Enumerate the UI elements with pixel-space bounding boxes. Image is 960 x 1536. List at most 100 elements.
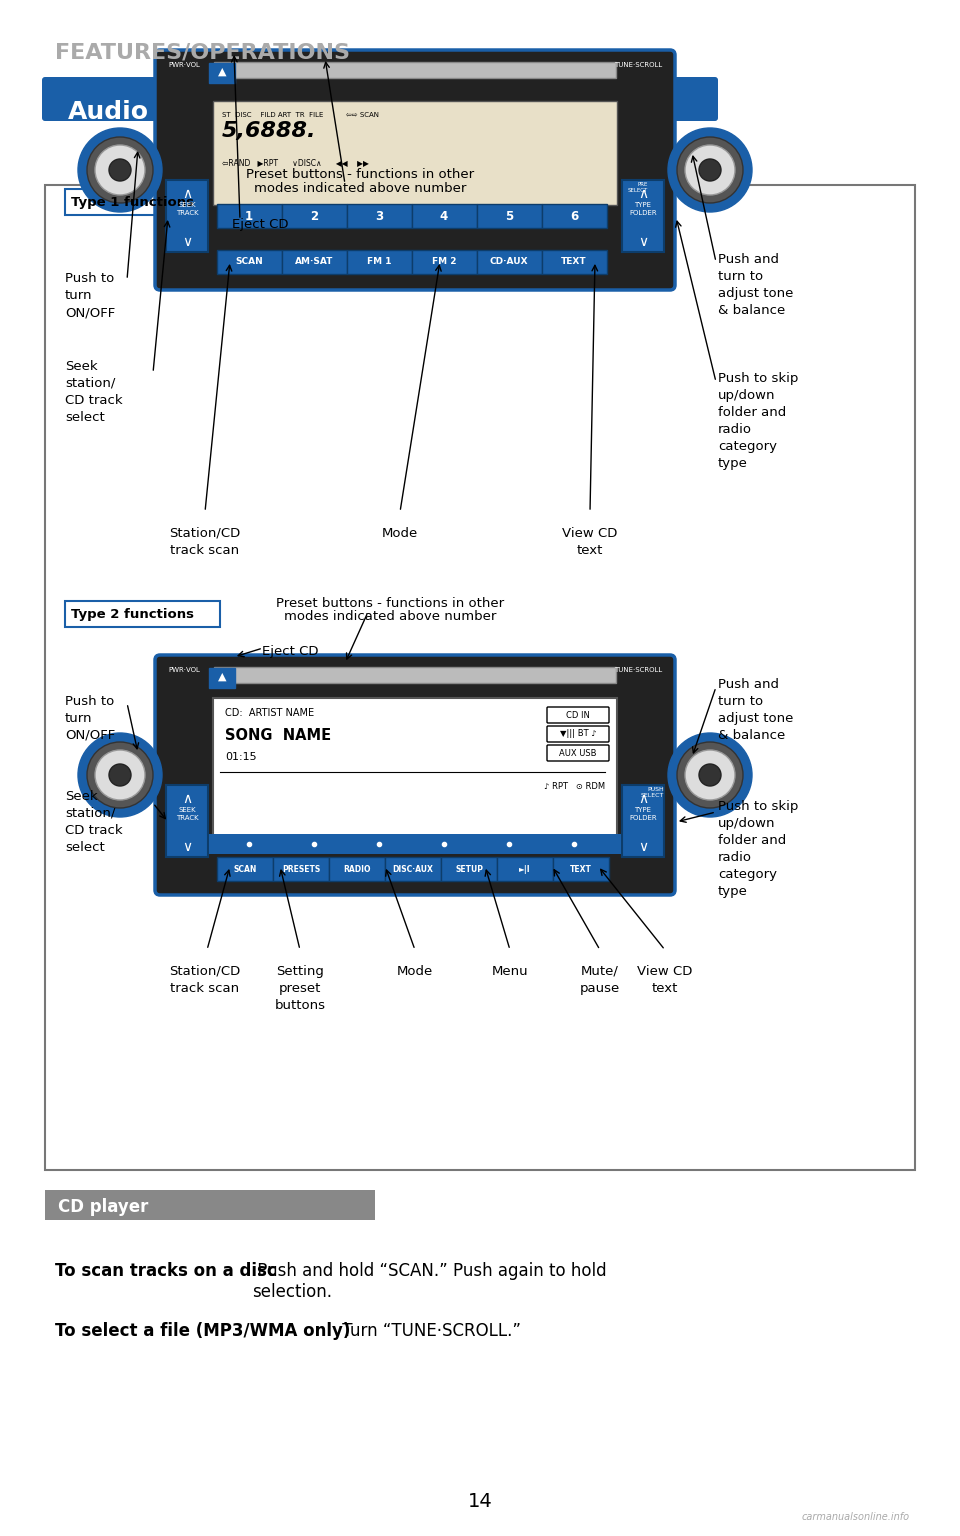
Text: AUX USB: AUX USB (560, 748, 597, 757)
Text: PWR·VOL: PWR·VOL (168, 667, 200, 673)
Text: ▲: ▲ (218, 673, 227, 682)
Text: modes indicated above number: modes indicated above number (284, 610, 496, 624)
Text: ∧: ∧ (638, 793, 648, 806)
FancyBboxPatch shape (282, 204, 347, 227)
FancyBboxPatch shape (547, 707, 609, 723)
Text: FM 1: FM 1 (367, 258, 392, 267)
Circle shape (78, 733, 162, 817)
Text: Audio: Audio (68, 100, 149, 124)
Text: modes indicated above number: modes indicated above number (253, 181, 467, 195)
FancyBboxPatch shape (347, 204, 412, 227)
Text: SCAN: SCAN (235, 258, 263, 267)
Text: Mode: Mode (396, 965, 433, 978)
Text: PWR·VOL: PWR·VOL (168, 61, 200, 68)
FancyBboxPatch shape (385, 857, 441, 882)
Text: Eject CD: Eject CD (232, 218, 289, 230)
Circle shape (87, 137, 153, 203)
FancyBboxPatch shape (477, 250, 542, 273)
Text: Push to
turn
ON/OFF: Push to turn ON/OFF (65, 694, 115, 742)
Circle shape (95, 144, 145, 195)
Circle shape (95, 750, 145, 800)
Text: Eject CD: Eject CD (262, 645, 319, 657)
FancyBboxPatch shape (441, 857, 497, 882)
FancyBboxPatch shape (166, 785, 208, 857)
FancyBboxPatch shape (214, 61, 616, 78)
Text: ∧: ∧ (182, 187, 192, 201)
Text: RADIO: RADIO (344, 865, 371, 874)
Text: Push and hold “SCAN.” Push again to hold
selection.: Push and hold “SCAN.” Push again to hold… (252, 1263, 607, 1301)
Circle shape (87, 742, 153, 808)
Text: ∧: ∧ (182, 793, 192, 806)
Text: Turn “TUNE·SCROLL.”: Turn “TUNE·SCROLL.” (337, 1322, 521, 1339)
FancyBboxPatch shape (155, 51, 675, 290)
Text: ∨: ∨ (182, 235, 192, 249)
FancyBboxPatch shape (213, 101, 617, 204)
FancyBboxPatch shape (542, 250, 607, 273)
Circle shape (109, 160, 131, 181)
Text: Seek
station/
CD track
select: Seek station/ CD track select (65, 359, 123, 424)
Circle shape (699, 763, 721, 786)
Text: View CD
text: View CD text (637, 965, 693, 995)
Text: 6: 6 (570, 209, 578, 223)
Text: 14: 14 (468, 1491, 492, 1511)
FancyBboxPatch shape (329, 857, 385, 882)
Text: Menu: Menu (492, 965, 528, 978)
Text: 5: 5 (505, 209, 514, 223)
FancyBboxPatch shape (42, 77, 718, 121)
FancyBboxPatch shape (542, 204, 607, 227)
Text: Preset buttons - functions in other: Preset buttons - functions in other (276, 598, 504, 610)
Text: 1: 1 (245, 209, 253, 223)
Text: TYPE
FOLDER: TYPE FOLDER (629, 808, 657, 820)
Text: TEXT: TEXT (562, 258, 587, 267)
FancyBboxPatch shape (166, 180, 208, 252)
Text: PRE
SELECT: PRE SELECT (628, 183, 648, 194)
Text: Mute/
pause: Mute/ pause (580, 965, 620, 995)
FancyBboxPatch shape (155, 654, 675, 895)
Text: Push and
turn to
adjust tone
& balance: Push and turn to adjust tone & balance (718, 677, 793, 742)
Circle shape (677, 742, 743, 808)
FancyBboxPatch shape (45, 1190, 375, 1220)
FancyBboxPatch shape (209, 63, 235, 83)
Text: FEATURES/OPERATIONS: FEATURES/OPERATIONS (55, 41, 350, 61)
Text: View CD
text: View CD text (563, 527, 617, 558)
Text: Type 2 functions: Type 2 functions (71, 608, 194, 621)
Text: DISC·AUX: DISC·AUX (393, 865, 433, 874)
Text: Push to skip
up/down
folder and
radio
category
type: Push to skip up/down folder and radio ca… (718, 372, 799, 470)
Text: AM·SAT: AM·SAT (295, 258, 333, 267)
Text: CD IN: CD IN (566, 711, 590, 719)
Circle shape (685, 750, 735, 800)
Text: Push to skip
up/down
folder and
radio
category
type: Push to skip up/down folder and radio ca… (718, 800, 799, 899)
Text: Push to
turn
ON/OFF: Push to turn ON/OFF (65, 272, 115, 319)
Text: 3: 3 (375, 209, 383, 223)
Text: To select a file (MP3/WMA only): To select a file (MP3/WMA only) (55, 1322, 350, 1339)
Text: 01:15: 01:15 (225, 753, 256, 762)
Circle shape (109, 763, 131, 786)
Text: SETUP: SETUP (455, 865, 483, 874)
Text: Station/CD
track scan: Station/CD track scan (169, 527, 241, 558)
FancyBboxPatch shape (65, 189, 220, 215)
Text: To scan tracks on a disc: To scan tracks on a disc (55, 1263, 276, 1279)
Text: ▼||| BT ♪: ▼||| BT ♪ (560, 730, 596, 739)
FancyBboxPatch shape (412, 250, 477, 273)
Circle shape (685, 144, 735, 195)
FancyBboxPatch shape (273, 857, 329, 882)
Text: PRESETS: PRESETS (282, 865, 320, 874)
Text: SONG  NAME: SONG NAME (225, 728, 331, 743)
Text: 5,6888.: 5,6888. (222, 121, 317, 141)
Circle shape (699, 160, 721, 181)
Text: Preset buttons - functions in other: Preset buttons - functions in other (246, 167, 474, 181)
Text: Seek
station/
CD track
select: Seek station/ CD track select (65, 790, 123, 854)
Text: Mode: Mode (382, 527, 419, 541)
FancyBboxPatch shape (622, 785, 664, 857)
FancyBboxPatch shape (547, 745, 609, 760)
Text: TEXT: TEXT (570, 865, 592, 874)
FancyBboxPatch shape (477, 204, 542, 227)
Circle shape (668, 127, 752, 212)
Text: TUNE·SCROLL: TUNE·SCROLL (613, 667, 662, 673)
FancyBboxPatch shape (622, 180, 664, 252)
Text: CD player: CD player (58, 1198, 149, 1217)
FancyBboxPatch shape (209, 668, 235, 688)
FancyBboxPatch shape (45, 184, 915, 1170)
FancyBboxPatch shape (347, 250, 412, 273)
Text: ∧: ∧ (638, 187, 648, 201)
